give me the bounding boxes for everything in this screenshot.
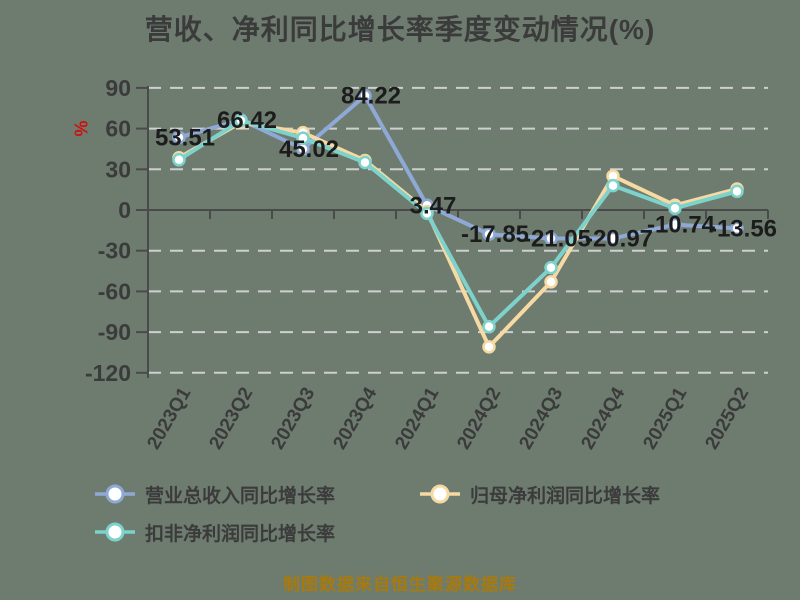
y-tick-label: 30 — [105, 156, 131, 182]
legend-label: 扣非净利润同比增长率 — [145, 523, 336, 545]
data-label: 53.51 — [155, 124, 215, 151]
y-tick-label: -120 — [85, 360, 131, 386]
legend-item-total-revenue-growth: 营业总收入同比增长率 — [95, 482, 336, 507]
series-line-0 — [177, 93, 739, 241]
data-source-note: 制图数据来自恒生聚源数据库 — [283, 575, 517, 594]
x-tick-label: 2024Q1 — [391, 384, 443, 453]
data-point-marker — [234, 113, 248, 128]
y-tick-label: -30 — [98, 238, 131, 264]
data-point-marker — [482, 319, 496, 334]
data-point-marker — [358, 88, 372, 103]
x-tick-label: 2024Q3 — [515, 384, 567, 453]
data-point-marker — [668, 217, 682, 232]
line-circle-marker-icon — [95, 521, 135, 543]
y-tick-label: -90 — [98, 319, 131, 345]
legend-item-deducted-net-profit-growth: 扣非净利润同比增长率 — [95, 520, 336, 545]
data-point-marker — [482, 227, 496, 241]
x-tick-label: 2023Q1 — [143, 384, 195, 453]
x-tick-label: 2025Q2 — [701, 384, 753, 453]
data-point-marker — [544, 231, 558, 246]
data-label: -20.97 — [585, 225, 653, 252]
data-point-marker — [172, 153, 186, 167]
data-label: -21.05 — [523, 226, 591, 253]
data-label: -17.85 — [461, 221, 529, 248]
chart-title: 营收、净利同比增长率季度变动情况(%) — [144, 14, 656, 45]
data-point-marker — [544, 260, 558, 275]
legend-label: 营业总收入同比增长率 — [145, 485, 336, 507]
data-point-marker — [606, 231, 620, 246]
data-label: -10.74 — [647, 212, 716, 239]
data-point-marker — [730, 184, 744, 199]
line-circle-marker-icon — [95, 483, 135, 505]
data-label: 45.02 — [279, 136, 339, 163]
x-tick-label: 2023Q4 — [329, 384, 381, 453]
data-point-marker — [172, 130, 186, 145]
data-label: 3.47 — [410, 192, 457, 219]
line-circle-marker-icon — [420, 483, 460, 505]
data-point-marker — [358, 155, 372, 170]
data-label: 66.42 — [217, 107, 277, 134]
data-point-marker — [482, 340, 496, 354]
y-tick-label: -60 — [98, 278, 131, 304]
x-tick-label: 2025Q1 — [639, 384, 691, 453]
data-point-marker — [730, 221, 744, 236]
data-point-marker — [668, 201, 682, 215]
x-tick-label: 2023Q3 — [267, 384, 319, 453]
data-label: 84.22 — [341, 83, 401, 110]
data-point-marker — [606, 178, 620, 193]
y-tick-label: 90 — [105, 75, 131, 101]
y-tick-label: 0 — [118, 197, 131, 223]
legend-item-net-profit-growth: 归母净利润同比增长率 — [420, 482, 661, 507]
series-line-2 — [177, 118, 739, 329]
x-tick-label: 2024Q4 — [577, 384, 629, 453]
data-label: -13.56 — [709, 215, 777, 242]
x-tick-label: 2023Q2 — [205, 384, 257, 453]
legend-label: 归母净利润同比增长率 — [470, 485, 661, 507]
data-point-marker — [420, 206, 434, 221]
data-point-marker — [544, 275, 558, 289]
x-tick-label: 2024Q2 — [453, 384, 505, 453]
data-point-marker — [296, 131, 310, 145]
y-tick-label: 60 — [105, 116, 131, 142]
